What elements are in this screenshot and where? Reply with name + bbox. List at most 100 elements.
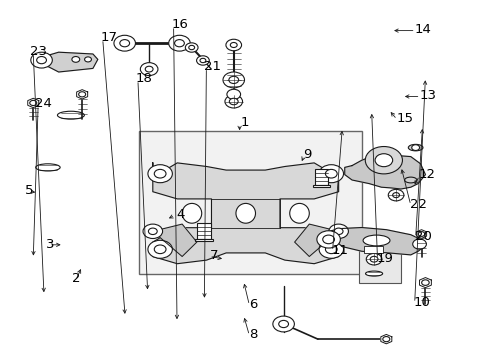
Text: 22: 22 <box>409 198 426 211</box>
Text: 15: 15 <box>395 112 412 125</box>
Text: 12: 12 <box>417 168 434 181</box>
Ellipse shape <box>182 203 201 223</box>
Circle shape <box>272 316 294 332</box>
Circle shape <box>328 224 347 238</box>
Circle shape <box>316 231 340 248</box>
Ellipse shape <box>235 203 255 223</box>
Polygon shape <box>152 163 338 264</box>
Text: 2: 2 <box>72 273 81 285</box>
Circle shape <box>84 57 91 62</box>
Circle shape <box>120 40 129 47</box>
Polygon shape <box>28 98 39 108</box>
Text: 5: 5 <box>25 184 34 197</box>
Ellipse shape <box>407 144 422 151</box>
Circle shape <box>200 58 205 63</box>
Circle shape <box>278 320 288 328</box>
Ellipse shape <box>365 271 382 276</box>
Circle shape <box>325 245 337 253</box>
Circle shape <box>374 154 392 167</box>
Circle shape <box>322 235 334 244</box>
Text: 18: 18 <box>136 72 153 85</box>
Circle shape <box>154 169 165 178</box>
Text: 16: 16 <box>171 18 188 31</box>
Ellipse shape <box>362 235 389 246</box>
Polygon shape <box>294 224 338 256</box>
Circle shape <box>223 72 244 88</box>
Bar <box>314 169 327 184</box>
Circle shape <box>229 98 238 105</box>
Circle shape <box>31 52 52 68</box>
Circle shape <box>147 240 172 258</box>
Text: 13: 13 <box>419 89 436 102</box>
Text: 19: 19 <box>376 252 393 265</box>
Circle shape <box>365 147 402 174</box>
Text: 21: 21 <box>204 60 221 73</box>
Bar <box>359 250 400 283</box>
Circle shape <box>325 169 337 178</box>
Text: 3: 3 <box>46 238 55 251</box>
Polygon shape <box>380 334 391 344</box>
Circle shape <box>37 57 46 64</box>
Text: 24: 24 <box>35 97 52 110</box>
Bar <box>312 184 330 187</box>
Ellipse shape <box>404 177 416 183</box>
Bar <box>139 131 361 274</box>
Circle shape <box>417 231 424 237</box>
Circle shape <box>30 100 37 105</box>
Circle shape <box>72 57 80 62</box>
Text: 6: 6 <box>249 298 257 311</box>
Circle shape <box>114 35 135 51</box>
Circle shape <box>148 228 157 235</box>
Circle shape <box>188 45 194 50</box>
Circle shape <box>145 66 153 72</box>
Text: 17: 17 <box>100 31 117 44</box>
Ellipse shape <box>289 203 308 223</box>
Text: 7: 7 <box>210 249 218 262</box>
Circle shape <box>392 193 399 198</box>
Polygon shape <box>416 230 426 238</box>
Bar <box>197 223 210 238</box>
Circle shape <box>318 165 343 183</box>
Ellipse shape <box>57 111 84 119</box>
Circle shape <box>224 95 242 108</box>
Polygon shape <box>419 278 430 288</box>
Circle shape <box>228 76 238 84</box>
Circle shape <box>142 224 162 238</box>
Circle shape <box>174 40 184 47</box>
Circle shape <box>412 239 426 249</box>
Circle shape <box>411 145 419 150</box>
Text: 4: 4 <box>176 208 184 221</box>
Circle shape <box>230 42 237 48</box>
Text: 23: 23 <box>30 45 47 58</box>
Circle shape <box>196 56 209 65</box>
Circle shape <box>382 337 389 342</box>
Bar <box>364 246 382 253</box>
Text: 14: 14 <box>414 23 431 36</box>
Polygon shape <box>344 155 425 189</box>
Circle shape <box>79 92 85 97</box>
Circle shape <box>154 245 165 253</box>
Circle shape <box>421 280 428 285</box>
Circle shape <box>318 240 343 258</box>
Text: 1: 1 <box>240 116 248 129</box>
Circle shape <box>366 253 381 265</box>
Text: 9: 9 <box>303 148 311 161</box>
Ellipse shape <box>36 164 60 171</box>
Polygon shape <box>34 52 98 72</box>
Bar <box>195 238 213 241</box>
Polygon shape <box>77 90 87 99</box>
Circle shape <box>140 63 158 76</box>
Circle shape <box>147 165 172 183</box>
Circle shape <box>226 89 240 99</box>
Polygon shape <box>152 224 196 256</box>
Text: 8: 8 <box>249 328 257 341</box>
Circle shape <box>333 228 343 235</box>
Circle shape <box>387 189 403 201</box>
Text: 20: 20 <box>414 230 431 243</box>
Circle shape <box>369 256 377 262</box>
Polygon shape <box>325 228 425 255</box>
Circle shape <box>185 43 198 52</box>
Circle shape <box>168 35 190 51</box>
Text: 10: 10 <box>412 296 429 309</box>
Circle shape <box>225 39 241 51</box>
